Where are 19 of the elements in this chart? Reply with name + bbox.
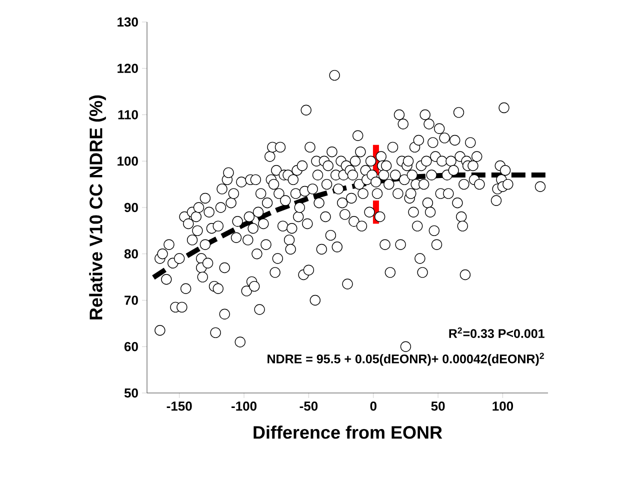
x-tick-label: -150 <box>166 402 192 411</box>
y-tick-label: 100 <box>118 156 138 166</box>
x-tick-label: -100 <box>232 402 256 411</box>
annotation: R$^{2}$=0.33 P<0.001 <box>449 327 544 338</box>
y-tick-label: 130 <box>118 17 138 27</box>
x-axis-title: Difference from EONR <box>254 426 442 439</box>
x-tick-label: 0 <box>370 402 376 411</box>
x-tick-label: 50 <box>431 402 445 411</box>
y-tick-label: 60 <box>124 342 138 352</box>
y-tick-label: 110 <box>118 110 138 120</box>
x-tick-label: -50 <box>300 402 318 411</box>
y-tick-label: 90 <box>124 202 138 212</box>
annotation: NDRE = 95.5 + 0.05(dEONR)+ 0.00042(dEONR)$^{2}$ <box>268 352 544 366</box>
y-tick-label: 120 <box>118 64 138 73</box>
y-tick-label: 70 <box>124 296 138 305</box>
y-tick-label: 80 <box>124 249 138 258</box>
x-tick-label: 100 <box>492 402 514 411</box>
y-axis-title: Relative V10 CC NDRE (%) <box>89 95 106 320</box>
y-tick-label: 50 <box>124 388 138 398</box>
